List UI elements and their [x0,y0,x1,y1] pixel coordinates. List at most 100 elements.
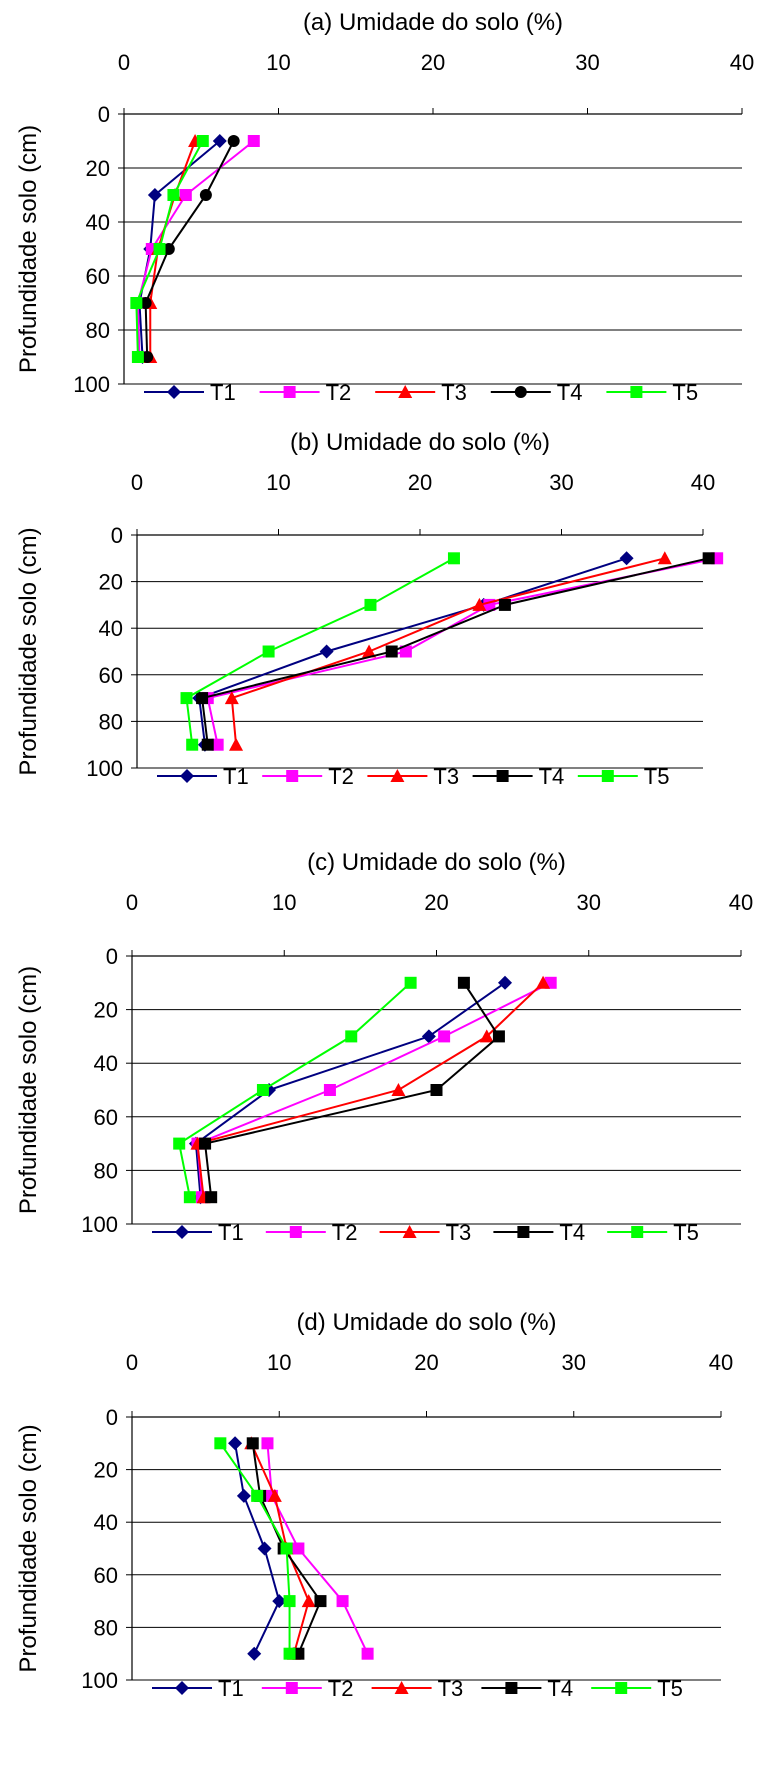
x-tick-label: 0 [126,890,138,915]
legend-label: T5 [673,1220,699,1245]
legend-marker [631,1226,644,1238]
legend-label: T2 [332,1220,358,1245]
data-point-t2 [247,135,260,147]
y-tick-label: 60 [94,1105,118,1130]
data-point-t4 [498,598,511,611]
data-point-t1 [319,644,334,659]
legend-label: T5 [657,1676,683,1701]
data-point-t1 [619,551,634,566]
legend-label: T5 [672,380,698,405]
y-axis-title: Profundidade solo (cm) [15,966,42,1214]
data-point-t1 [236,1488,251,1503]
y-tick-label: 0 [98,102,110,127]
legend-label: T3 [433,764,459,789]
data-point-t1 [257,1541,272,1556]
data-point-t2 [361,1647,374,1660]
data-point-t4 [199,1137,212,1150]
x-tick-label: 20 [421,50,445,75]
data-point-t4 [457,976,470,989]
legend-label: T3 [441,380,467,405]
x-tick-label: 0 [118,50,130,75]
x-tick-label: 30 [549,470,573,495]
data-point-t5 [214,1437,227,1450]
legend-marker [286,770,299,782]
chart-title: (d) Umidade do solo (%) [296,1309,556,1336]
data-point-t5 [186,738,199,751]
data-point-t2 [323,1084,336,1096]
data-point-t4 [702,552,715,565]
data-point-t3 [267,1488,282,1502]
series-line-t4 [200,557,709,745]
data-point-t4 [430,1084,443,1096]
data-point-t4 [162,243,175,255]
data-point-t5 [447,552,460,565]
data-point-t4 [199,189,212,201]
data-point-t4 [314,1595,327,1608]
x-tick-label: 30 [562,1350,586,1375]
x-tick-label: 40 [709,1350,733,1375]
x-tick-label: 10 [272,890,296,915]
data-point-t1 [272,1594,287,1609]
data-point-t4 [492,1030,505,1043]
legend-label: T1 [218,1220,244,1245]
data-point-t2 [261,1437,274,1450]
legend-marker [505,1682,518,1694]
data-point-t5 [180,692,193,705]
legend-marker [615,1682,628,1694]
series-line-t3 [230,557,666,745]
data-point-t2 [211,738,224,751]
data-point-t3 [362,644,377,658]
legend-marker [283,386,296,398]
legend-label: T1 [210,380,236,405]
x-tick-label: 0 [126,1350,138,1375]
data-point-t3 [472,597,487,611]
legend-marker [167,385,181,399]
x-tick-label: 20 [414,1350,438,1375]
data-point-t2 [438,1030,451,1043]
data-point-t4 [205,1191,218,1204]
data-point-t1 [228,1436,243,1451]
data-point-t1 [247,1646,262,1661]
x-tick-label: 30 [575,50,599,75]
data-point-t5 [153,243,166,255]
data-point-t4 [385,645,398,658]
y-tick-label: 80 [94,1615,118,1640]
y-tick-label: 0 [106,1405,118,1430]
series-line-t1 [194,981,506,1198]
legend-marker [390,769,405,782]
y-tick-label: 40 [86,210,110,235]
data-point-t3 [229,737,244,751]
chart-b: (b) Umidade do solo (%) 0 10 20 30 40 0 20 40 60 8… [15,429,724,789]
y-tick-label: 0 [106,944,118,969]
legend-label: T4 [557,380,583,405]
x-tick-label: 0 [131,470,143,495]
y-tick-label: 100 [73,372,110,397]
data-point-t3 [391,1083,406,1096]
legend-label: T3 [446,1220,472,1245]
y-tick-label: 20 [94,1458,118,1483]
data-point-t3 [301,1594,316,1608]
y-axis-title: Profundidade solo (cm) [15,125,42,373]
legend-label: T4 [539,764,565,789]
data-point-t3 [657,551,672,565]
legend-marker [601,770,614,782]
legend-label: T4 [547,1676,573,1701]
data-point-t4 [201,738,214,751]
legend-marker [514,386,527,398]
chart-title: (c) Umidade do solo (%) [307,849,566,876]
legend-label: T1 [218,1676,244,1701]
y-tick-label: 40 [99,616,123,641]
legend-marker [496,770,509,782]
y-tick-label: 80 [94,1158,118,1183]
y-tick-label: 0 [111,523,123,548]
data-point-t5 [196,135,209,147]
legend-label: T3 [438,1676,464,1701]
y-tick-label: 40 [94,1510,118,1535]
legend-marker [175,1681,189,1695]
y-tick-label: 20 [94,998,118,1023]
y-tick-label: 100 [86,756,123,781]
x-tick-label: 10 [267,1350,291,1375]
y-tick-label: 80 [99,709,123,734]
series-line-t4 [203,982,501,1198]
data-point-t1 [212,134,227,148]
